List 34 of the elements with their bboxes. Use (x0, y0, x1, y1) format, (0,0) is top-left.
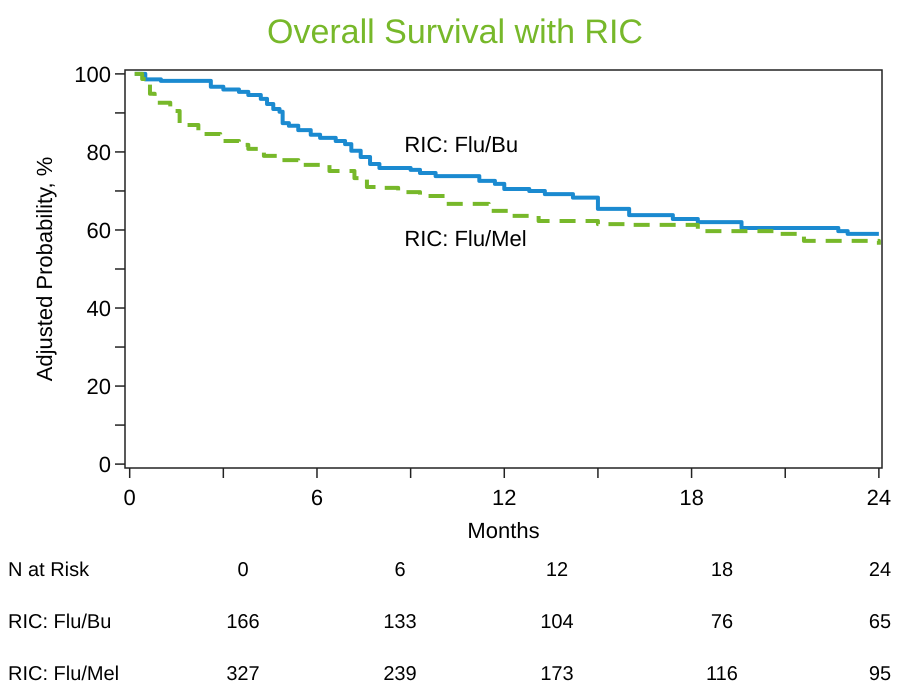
chart-title: Overall Survival with RIC (267, 13, 643, 51)
text: 65 (868, 611, 892, 633)
y-tick-label: 20 (86, 374, 111, 400)
x-tick-label: 12 (492, 485, 517, 510)
text: 166 (226, 611, 260, 633)
text: 76 (710, 611, 734, 633)
x-tick-label: 18 (679, 485, 704, 510)
text: N at Risk (8, 559, 90, 581)
text: 95 (868, 663, 892, 685)
text: RIC: Flu/Bu (8, 611, 112, 633)
text: 6 (394, 559, 406, 581)
text: 18 (710, 559, 734, 581)
y-tick-label: 60 (86, 218, 111, 243)
y-tick-label: 80 (86, 140, 111, 165)
text: 239 (383, 663, 417, 685)
x-tick-label: 6 (310, 485, 324, 510)
x-axis-title: Months (467, 518, 540, 543)
x-tick-label: 0 (124, 485, 136, 510)
y-tick-label: 40 (86, 296, 111, 322)
text: 173 (540, 663, 574, 685)
text: 12 (546, 559, 568, 581)
text: 104 (540, 611, 574, 633)
y-tick-label: 0 (98, 452, 111, 478)
text: 0 (237, 559, 249, 581)
text: 133 (383, 611, 417, 633)
text: RIC: Flu/Mel (8, 663, 120, 685)
series-label: RIC: Flu/Mel (404, 226, 527, 251)
text: 24 (868, 559, 892, 581)
series-label: RIC: Flu/Bu (404, 132, 518, 157)
text: 327 (226, 663, 260, 685)
text: 116 (706, 663, 738, 685)
y-tick-label: 100 (74, 62, 111, 87)
y-axis-title: Adjusted Probability, % (32, 156, 57, 382)
x-tick-label: 24 (866, 485, 892, 510)
